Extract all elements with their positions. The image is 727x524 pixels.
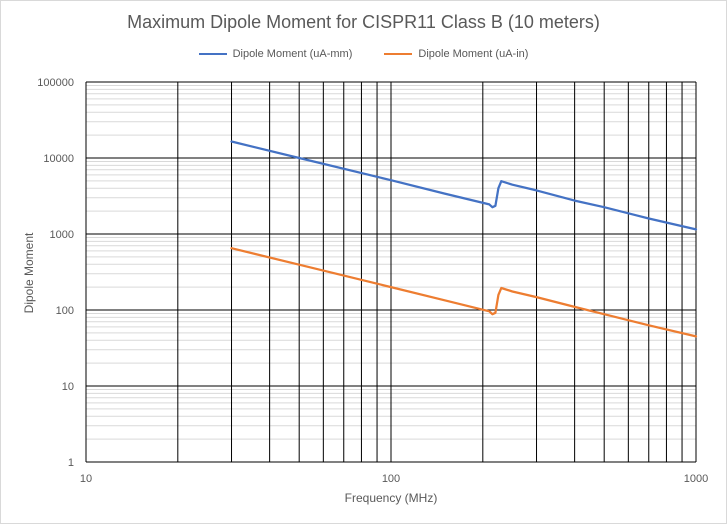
x-tick-label: 10 <box>80 473 92 485</box>
legend-item-uA-in: Dipole Moment (uA-in) <box>384 48 528 60</box>
legend-swatch-uA-in <box>384 53 413 55</box>
y-axis-label: Dipole Moment <box>22 232 36 313</box>
x-tick-label: 1000 <box>684 473 708 485</box>
series-line-1 <box>230 247 698 338</box>
x-tick-label: 100 <box>382 473 400 485</box>
y-tick-label: 1000 <box>50 229 74 241</box>
y-tick-label: 10 <box>62 381 74 393</box>
major-gridlines <box>85 81 697 463</box>
tick-labels: 1 10 100 1000 10000 100000 10 100 1000 <box>37 77 708 485</box>
x-axis-label: Frequency (MHz) <box>345 491 438 505</box>
legend-swatch-uA-mm <box>198 53 227 55</box>
chart-title: Maximum Dipole Moment for CISPR11 Class … <box>127 12 600 32</box>
legend: Dipole Moment (uA-mm) Dipole Moment (uA-… <box>0 48 727 60</box>
legend-label-uA-mm: Dipole Moment (uA-mm) <box>232 48 353 60</box>
y-tick-label: 10000 <box>43 153 74 165</box>
series-line-0 <box>230 140 698 231</box>
series-layer <box>230 140 698 338</box>
legend-label-uA-in: Dipole Moment (uA-in) <box>418 48 529 60</box>
y-tick-label: 1 <box>68 457 74 469</box>
y-tick-label: 100000 <box>37 77 74 89</box>
legend-item-uA-mm: Dipole Moment (uA-mm) <box>198 48 353 60</box>
y-tick-label: 100 <box>56 305 74 317</box>
